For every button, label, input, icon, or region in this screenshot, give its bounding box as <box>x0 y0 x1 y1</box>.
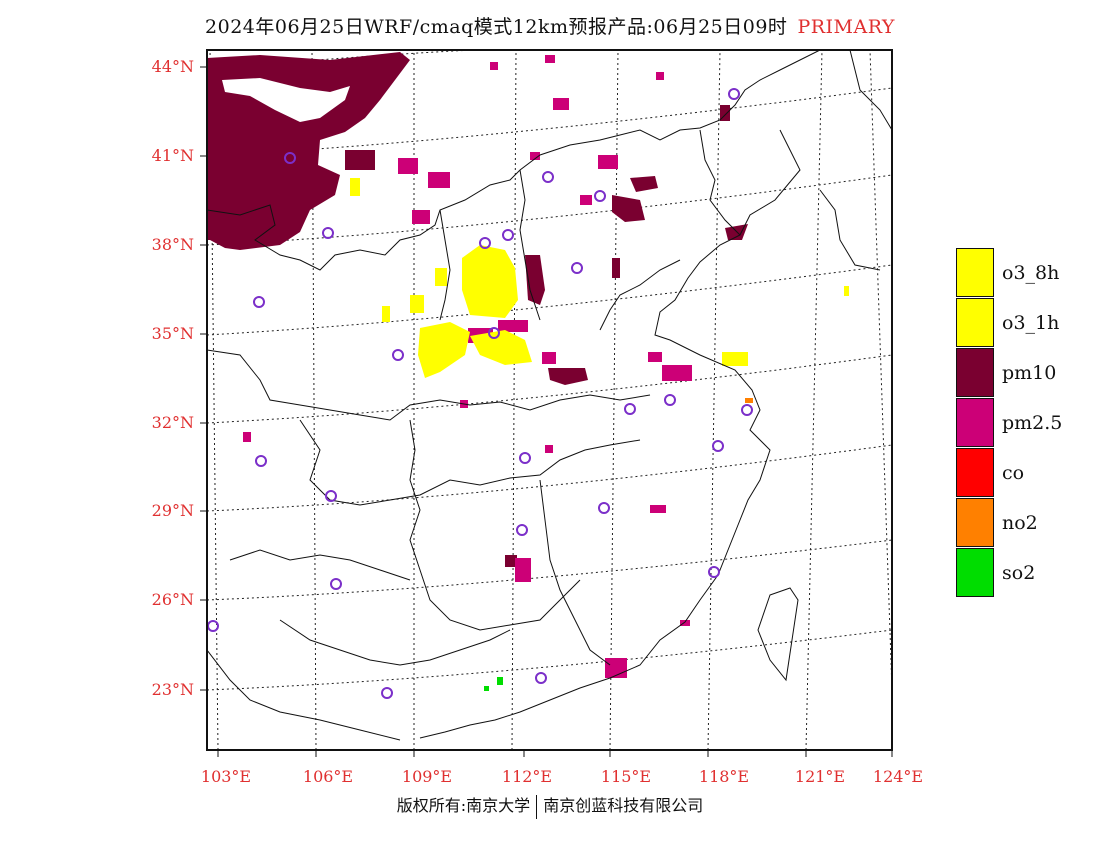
lon-label-121: 121°E <box>794 767 846 786</box>
border-line <box>207 50 821 271</box>
legend-swatch <box>956 248 994 297</box>
border-line <box>439 209 451 321</box>
lat-label-35: 35°N <box>151 324 194 343</box>
lon-label-115: 115°E <box>600 767 652 786</box>
lat-label-41: 41°N <box>151 146 194 165</box>
lat-label-29: 29°N <box>151 501 194 520</box>
station-circle <box>502 229 514 241</box>
station-circle <box>728 88 740 100</box>
border-line <box>279 619 511 666</box>
lon-label-103: 103°E <box>200 767 252 786</box>
station-circle <box>392 349 404 361</box>
lon-label-106: 106°E <box>302 767 354 786</box>
lat-label-26: 26°N <box>151 590 194 609</box>
station-circle <box>322 227 334 239</box>
station-circle <box>519 452 531 464</box>
lat-label-32: 32°N <box>151 413 194 432</box>
legend-swatch <box>956 448 994 497</box>
boundaries <box>207 50 892 741</box>
longitude-grid <box>209 50 892 750</box>
station-circle <box>571 262 583 274</box>
station-circle <box>535 672 547 684</box>
footer-separator <box>536 794 538 819</box>
border-line <box>299 419 641 506</box>
primary-tag: PRIMARY <box>797 16 895 38</box>
station-circle <box>594 190 606 202</box>
lon-label-112: 112°E <box>501 767 553 786</box>
lon-label-118: 118°E <box>698 767 750 786</box>
lon-label-124: 124°E <box>872 767 924 786</box>
copyright-left: 版权所有:南京大学 <box>396 796 531 815</box>
pm10-patch <box>345 150 375 170</box>
station-circle <box>381 687 393 699</box>
pm10-hole-white <box>222 78 350 122</box>
border-line <box>207 349 651 421</box>
taiwan-island <box>757 587 799 682</box>
station-circle <box>488 327 500 339</box>
tick-marks <box>200 66 893 757</box>
station-circle <box>624 403 636 415</box>
lat-label-44: 44°N <box>151 57 194 76</box>
pm10-patch <box>630 176 658 192</box>
station-circle <box>255 455 267 467</box>
border-line <box>519 169 541 321</box>
legend-swatch <box>956 498 994 547</box>
legend-label: so2 <box>1002 562 1036 584</box>
lat-label-23: 23°N <box>151 680 194 699</box>
station-circle <box>741 404 753 416</box>
legend-swatch <box>956 548 994 597</box>
station-circle <box>542 171 554 183</box>
pm10-region-northwest <box>207 52 410 250</box>
title-text: 2024年06月25日WRF/cmaq模式12km预报产品:06月25日09时 <box>205 16 788 38</box>
pm10-patch <box>720 105 730 121</box>
border-line <box>599 259 681 331</box>
copyright-right: 南京创蓝科技有限公司 <box>543 796 704 815</box>
station-circle <box>284 152 296 164</box>
station-circle <box>253 296 265 308</box>
legend-label: o3_1h <box>1002 312 1060 334</box>
border-line <box>849 50 892 131</box>
so2-patch <box>484 686 489 691</box>
legend-label: co <box>1002 462 1025 484</box>
border-line <box>409 419 581 631</box>
no2-patch <box>745 398 753 403</box>
pm10-patch <box>612 195 645 222</box>
station-circle <box>664 394 676 406</box>
legend-label: no2 <box>1002 512 1038 534</box>
map-border <box>206 49 893 751</box>
legend-swatch <box>956 398 994 447</box>
pm10-patch <box>505 555 517 567</box>
station-markers <box>207 88 753 699</box>
station-circle <box>708 566 720 578</box>
station-circle <box>598 502 610 514</box>
copyright-footer: 版权所有:南京大学 南京创蓝科技有限公司 <box>0 792 1100 819</box>
border-line <box>207 649 401 741</box>
lon-label-109: 109°E <box>401 767 453 786</box>
station-circle <box>516 524 528 536</box>
so2-patch <box>497 677 503 685</box>
coastline <box>419 129 801 739</box>
station-circle <box>479 237 491 249</box>
border-line <box>539 479 611 666</box>
map-title: 2024年06月25日WRF/cmaq模式12km预报产品:06月25日09时 P… <box>0 12 1100 39</box>
border-line <box>699 129 741 236</box>
legend-swatch <box>956 348 994 397</box>
station-circle <box>330 578 342 590</box>
legend-label: pm2.5 <box>1002 412 1063 434</box>
border-line <box>229 549 411 581</box>
station-circle <box>325 490 337 502</box>
pm10-patch <box>548 368 588 385</box>
border-line <box>819 189 881 271</box>
legend-label: o3_8h <box>1002 262 1060 284</box>
legend-label: pm10 <box>1002 362 1057 384</box>
station-circle <box>712 440 724 452</box>
legend-swatch <box>956 298 994 347</box>
o3-regions <box>350 178 849 378</box>
pm10-patch <box>525 255 545 305</box>
lat-label-38: 38°N <box>151 235 194 254</box>
pm10-patch <box>612 258 620 278</box>
